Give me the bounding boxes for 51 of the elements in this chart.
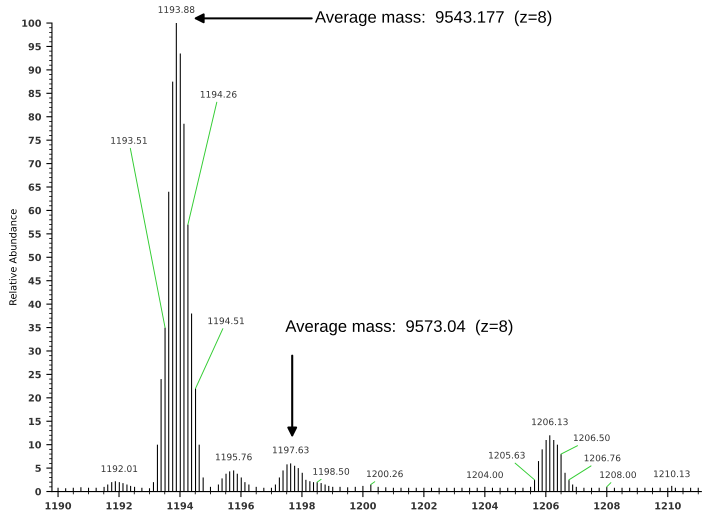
x-tick-label: 1210 bbox=[655, 502, 681, 510]
y-tick-label: 80 bbox=[28, 113, 42, 121]
annotation: 1193.51 bbox=[111, 137, 147, 144]
y-tick-label: 90 bbox=[28, 66, 42, 74]
y-tick-label: 0 bbox=[35, 488, 42, 496]
x-tick-label: 1194 bbox=[168, 502, 194, 510]
y-tick-label: 20 bbox=[28, 394, 42, 402]
annotation: 1194.51 bbox=[208, 317, 244, 324]
x-tick-label: 1192 bbox=[106, 502, 132, 510]
y-tick-label: 55 bbox=[28, 230, 41, 238]
annotation: 1206.76 bbox=[584, 454, 620, 462]
x-tick-label: 1202 bbox=[411, 502, 437, 510]
y-tick-label: 45 bbox=[28, 277, 41, 285]
y-tick-label: 30 bbox=[28, 347, 42, 355]
y-tick-label: 10 bbox=[29, 441, 42, 449]
x-tick-label: 1208 bbox=[594, 502, 620, 510]
x-tick-label: 1198 bbox=[290, 502, 315, 510]
y-tick-label: 65 bbox=[28, 183, 41, 191]
x-tick-label: 1206 bbox=[533, 502, 559, 510]
y-tick-label: 40 bbox=[28, 300, 42, 308]
y-tick-label: 85 bbox=[28, 90, 41, 98]
y-tick-label: 15 bbox=[29, 418, 41, 426]
y-tick-label: 5 bbox=[36, 464, 41, 472]
annotation: 1204.00 bbox=[467, 471, 503, 478]
annotation: 1193.88 bbox=[158, 6, 194, 13]
y-tick-label: 70 bbox=[28, 160, 42, 168]
y-tick-label: 25 bbox=[28, 370, 41, 378]
y-tick-label: 35 bbox=[28, 324, 41, 332]
y-tick-label: 60 bbox=[28, 206, 42, 214]
x-tick-label: 1196 bbox=[228, 502, 254, 510]
annotation: 1206.13 bbox=[532, 418, 568, 426]
y-tick-label: 75 bbox=[28, 136, 41, 144]
annotation: 1206.50 bbox=[574, 434, 610, 442]
x-tick-label: 1190 bbox=[46, 502, 72, 510]
annotation: 1210.13 bbox=[654, 470, 690, 478]
annotation: 1194.26 bbox=[200, 90, 237, 98]
annotation: 1208.00 bbox=[600, 471, 636, 478]
x-tick-label: 1200 bbox=[350, 502, 376, 510]
annotation: 1205.63 bbox=[489, 452, 525, 459]
annotation: Average mass: 9573.04 (z=8) bbox=[285, 320, 512, 336]
x-tick-label: 1204 bbox=[472, 502, 498, 510]
y-tick-label: 95 bbox=[28, 42, 41, 50]
y-tick-label: 50 bbox=[28, 254, 42, 262]
y-axis-title: Relative Abundance bbox=[9, 209, 17, 305]
annotation: 1200.26 bbox=[367, 470, 403, 478]
annotation: 1192.01 bbox=[102, 465, 138, 472]
annotation: 1195.76 bbox=[216, 454, 252, 460]
annotation: 1198.50 bbox=[313, 468, 350, 475]
annotation: 1197.63 bbox=[272, 446, 309, 454]
y-tick-label: 100 bbox=[22, 20, 42, 27]
annotation: Average mass: 9543.177 (z=8) bbox=[314, 10, 552, 26]
